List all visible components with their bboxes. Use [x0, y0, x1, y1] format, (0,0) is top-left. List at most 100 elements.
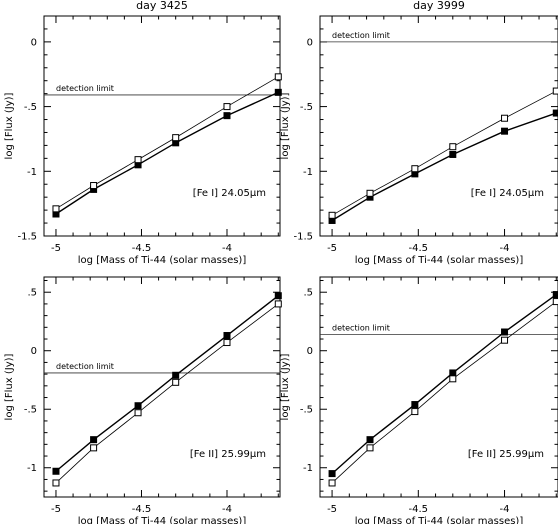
filled-square-point — [172, 371, 180, 379]
series-line-2 — [55, 76, 279, 210]
x-tick-label: -5 — [51, 504, 61, 515]
open-square-point — [223, 339, 231, 347]
filled-square-point — [223, 332, 231, 340]
series-line-1 — [55, 295, 279, 472]
series-line-1 — [55, 91, 279, 215]
y-tick-label: -.5 — [24, 405, 37, 416]
x-tick-label: -4.5 — [409, 504, 429, 515]
x-tick-label: -5 — [327, 243, 337, 254]
x-tick-label: -5 — [327, 504, 337, 515]
y-axis-label: log [Flux (Jy)] — [4, 353, 15, 420]
x-axis-label: log [Mass of Ti-44 (solar masses)] — [78, 255, 247, 266]
open-square-point — [172, 134, 180, 142]
x-axis-label: log [Mass of Ti-44 (solar masses)] — [78, 516, 247, 524]
y-tick-label: .5 — [303, 288, 313, 299]
detection-limit-label: detection limit — [332, 323, 390, 332]
filled-square-point — [328, 470, 336, 478]
chart-title: day 3425 — [136, 0, 188, 12]
y-tick-label: 0 — [307, 346, 313, 357]
plot-frame — [43, 276, 281, 498]
y-tick-label: -1.5 — [293, 232, 313, 243]
y-axis-label: log [Flux (Jy)] — [280, 353, 291, 420]
open-square-point — [134, 156, 142, 164]
open-square-point — [501, 336, 509, 344]
series-line-1 — [331, 293, 557, 475]
open-square-point — [90, 182, 98, 190]
detection-limit-label: detection limit — [56, 362, 114, 371]
x-tick-label: -4.5 — [132, 243, 152, 254]
x-tick-label: -4 — [500, 504, 510, 515]
open-square-point — [134, 409, 142, 417]
filled-square-point — [274, 292, 282, 300]
y-tick-label: -1 — [303, 167, 313, 178]
open-square-point — [52, 479, 60, 487]
open-square-point — [328, 479, 336, 487]
open-square-point — [366, 444, 374, 452]
series-line-1 — [331, 112, 557, 222]
open-square-point — [172, 378, 180, 386]
y-tick-label: .5 — [27, 288, 37, 299]
filled-square-point — [411, 401, 419, 409]
y-tick-label: -.5 — [300, 405, 313, 416]
open-square-point — [449, 143, 457, 151]
line-annotation: [Fe II] 25.99μm — [468, 449, 544, 460]
x-tick-label: -5 — [51, 243, 61, 254]
y-tick-label: -1 — [303, 463, 313, 474]
open-square-point — [52, 205, 60, 213]
open-square-point — [449, 375, 457, 383]
detection-limit-label: detection limit — [332, 31, 390, 40]
series-line-2 — [55, 303, 279, 484]
y-tick-label: -.5 — [300, 102, 313, 113]
line-annotation: [Fe I] 24.05μm — [471, 188, 544, 199]
filled-square-point — [552, 109, 558, 117]
series-line-2 — [331, 301, 557, 484]
plot-frame — [43, 15, 281, 237]
x-tick-label: -4 — [500, 243, 510, 254]
filled-square-point — [274, 88, 282, 96]
open-square-point — [411, 408, 419, 416]
filled-square-point — [501, 328, 509, 336]
chart-title: day 3999 — [413, 0, 465, 12]
open-square-point — [223, 103, 231, 111]
open-square-point — [274, 73, 282, 81]
line-annotation: [Fe I] 24.05μm — [193, 188, 266, 199]
filled-square-point — [223, 112, 231, 120]
y-tick-label: -1.5 — [17, 232, 37, 243]
y-tick-label: -1 — [27, 167, 37, 178]
open-square-point — [411, 165, 419, 173]
y-axis-label: log [Flux (Jy)] — [4, 92, 15, 159]
x-axis-label: log [Mass of Ti-44 (solar masses)] — [355, 516, 524, 524]
line-annotation: [Fe II] 25.99μm — [190, 449, 266, 460]
y-tick-label: -.5 — [24, 102, 37, 113]
open-square-point — [274, 300, 282, 308]
y-axis-label: log [Flux (Jy)] — [280, 92, 291, 159]
open-square-point — [366, 189, 374, 197]
y-tick-label: 0 — [307, 37, 313, 48]
panel-4: -5 -4.5 -4 -1 -.5 0 .5 log [Mass of Ti-44 (sola… — [280, 276, 558, 524]
x-tick-label: -4 — [222, 243, 232, 254]
open-square-point — [552, 87, 558, 95]
plot-frame — [319, 15, 558, 237]
open-square-point — [552, 298, 558, 306]
x-tick-label: -4.5 — [132, 504, 152, 515]
filled-square-point — [52, 467, 60, 475]
plot-frame — [319, 276, 558, 498]
open-square-point — [328, 211, 336, 219]
filled-square-point — [366, 436, 374, 444]
x-tick-label: -4 — [222, 504, 232, 515]
detection-limit-label: detection limit — [56, 84, 114, 93]
filled-square-point — [90, 436, 98, 444]
open-square-point — [501, 114, 509, 122]
filled-square-point — [501, 127, 509, 135]
y-tick-label: -1 — [27, 463, 37, 474]
filled-square-point — [449, 150, 457, 158]
filled-square-point — [134, 402, 142, 410]
y-tick-label: 0 — [31, 346, 37, 357]
x-axis-label: log [Mass of Ti-44 (solar masses)] — [355, 255, 524, 266]
filled-square-point — [449, 369, 457, 377]
x-tick-label: -4.5 — [409, 243, 429, 254]
panel-3: -5 -4.5 -4 -1 -.5 0 .5 log [Mass of Ti-44 (sola… — [4, 276, 282, 524]
open-square-point — [90, 444, 98, 452]
panel-1: day 3425 -5 -4.5 -4 -1.5 -1 -.5 0 log [Mass of T… — [4, 0, 282, 266]
